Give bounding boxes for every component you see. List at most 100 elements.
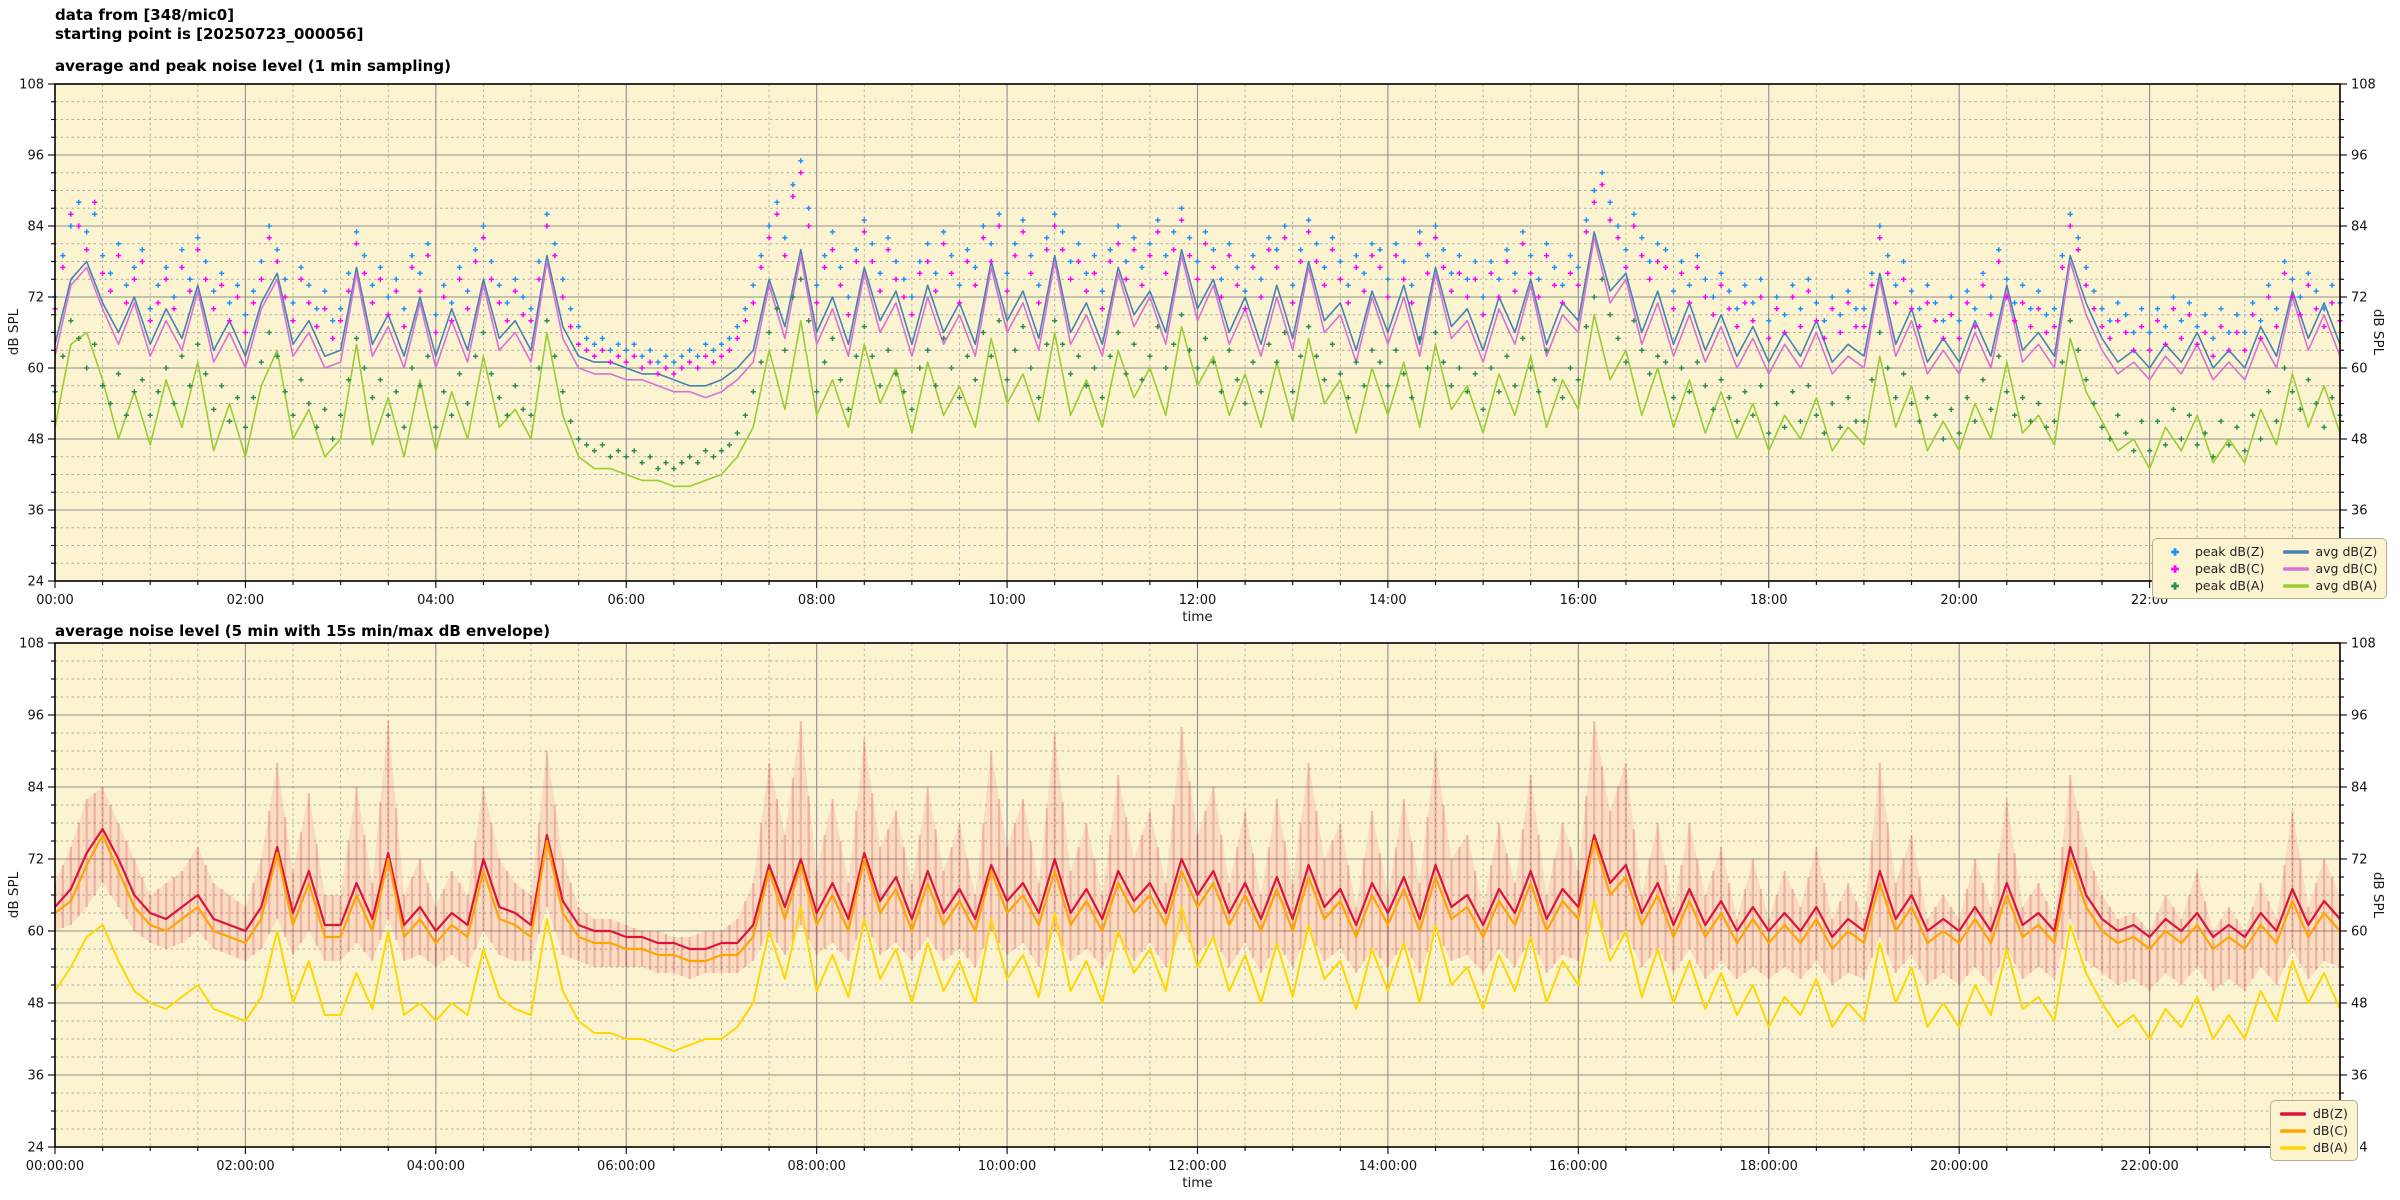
y-tick-label-right: 84 bbox=[2351, 220, 2368, 235]
series-line-avg-db-a- bbox=[54, 314, 2341, 488]
legend-item: peak dB(C) bbox=[2162, 560, 2265, 577]
header-line2: starting point is [20250723_000056] bbox=[55, 25, 364, 43]
x-tick-label: 12:00:00 bbox=[1168, 1159, 1226, 1174]
y-tick-label-left: 36 bbox=[27, 1069, 44, 1084]
x-tick-label: 20:00 bbox=[1940, 593, 1977, 608]
legend-label: avg dB(Z) bbox=[2315, 544, 2378, 559]
x-tick-label: 02:00:00 bbox=[216, 1159, 274, 1174]
y-tick-label-left: 48 bbox=[27, 433, 44, 448]
tick-labels: 00:00:00 02:00:00 04:00:00 06:00:00 08:00:00… bbox=[19, 637, 2376, 1175]
legend-line-swatch-icon bbox=[2282, 566, 2309, 571]
y-tick-label-right: 60 bbox=[2351, 925, 2368, 940]
legend-line-swatch-icon bbox=[2282, 583, 2309, 588]
y-tick-label-right: 36 bbox=[2351, 504, 2368, 519]
chart1-legend: peak dB(Z) avg dB(Z) peak dB(C) avg dB(C) pe… bbox=[2152, 538, 2388, 599]
y-tick-label-right: 72 bbox=[2351, 291, 2368, 306]
x-tick-label: 12:00 bbox=[1179, 593, 1216, 608]
legend-item: dB(Z) bbox=[2280, 1105, 2348, 1122]
legend-label: peak dB(A) bbox=[2195, 578, 2265, 593]
legend-item: avg dB(Z) bbox=[2282, 543, 2378, 560]
x-tick-label: 18:00 bbox=[1750, 593, 1787, 608]
legend-label: dB(C) bbox=[2313, 1123, 2348, 1138]
y-tick-label-left: 60 bbox=[27, 362, 44, 377]
x-tick-label: 14:00 bbox=[1369, 593, 1406, 608]
x-tick-label: 16:00:00 bbox=[1549, 1159, 1607, 1174]
y-tick-label-left: 108 bbox=[19, 78, 44, 93]
chart1-ylabel-right: dB SPL bbox=[2370, 308, 2386, 356]
x-tick-label: 08:00:00 bbox=[787, 1159, 845, 1174]
y-tick-label-left: 24 bbox=[27, 1141, 44, 1156]
x-tick-label: 22:00:00 bbox=[2120, 1159, 2178, 1174]
legend-item: dB(A) bbox=[2280, 1139, 2348, 1156]
y-tick-label-right: 48 bbox=[2351, 433, 2368, 448]
legend-item: avg dB(A) bbox=[2282, 577, 2378, 594]
legend-line-swatch-icon bbox=[2280, 1128, 2306, 1133]
legend-line-swatch-icon bbox=[2280, 1145, 2306, 1150]
x-tick-label: 16:00 bbox=[1560, 593, 1597, 608]
legend-label: avg dB(C) bbox=[2315, 561, 2378, 576]
chart1-ylabel-left: dB SPL bbox=[6, 308, 22, 356]
y-tick-label-right: 48 bbox=[2351, 997, 2368, 1012]
x-tick-label: 06:00 bbox=[608, 593, 645, 608]
legend-label: peak dB(Z) bbox=[2195, 544, 2265, 559]
y-tick-label-left: 84 bbox=[27, 781, 44, 796]
y-tick-label-left: 36 bbox=[27, 504, 44, 519]
legend-label: peak dB(C) bbox=[2195, 561, 2265, 576]
legend-label: dB(Z) bbox=[2313, 1106, 2348, 1121]
header-line1: data from [348/mic0] bbox=[55, 6, 235, 24]
chart2-ylabel-right: dB SPL bbox=[2370, 871, 2386, 919]
y-tick-label-right: 108 bbox=[2351, 78, 2376, 93]
legend-plus-marker-icon bbox=[2171, 581, 2179, 590]
legend-label: dB(A) bbox=[2313, 1140, 2348, 1155]
legend-line-swatch-icon bbox=[2282, 549, 2309, 554]
y-tick-label-right: 36 bbox=[2351, 1069, 2368, 1084]
y-tick-label-left: 24 bbox=[27, 575, 44, 590]
y-tick-label-left: 72 bbox=[27, 291, 44, 306]
y-tick-label-right: 108 bbox=[2351, 637, 2376, 652]
chart2-xlabel: time bbox=[1182, 1175, 1213, 1191]
chart2-ylabel-left: dB SPL bbox=[6, 871, 22, 919]
series-line-db-z- bbox=[54, 827, 2341, 951]
y-tick-label-left: 72 bbox=[27, 853, 44, 868]
x-tick-label: 02:00 bbox=[227, 593, 264, 608]
series-line-db-a- bbox=[54, 900, 2341, 1052]
x-tick-label: 08:00 bbox=[798, 593, 835, 608]
y-tick-label-left: 60 bbox=[27, 925, 44, 940]
x-tick-label: 20:00:00 bbox=[1930, 1159, 1988, 1174]
y-tick-label-left: 48 bbox=[27, 997, 44, 1012]
y-tick-label-right: 96 bbox=[2351, 709, 2368, 724]
x-tick-label: 10:00 bbox=[988, 593, 1025, 608]
series-line-db-c- bbox=[54, 833, 2341, 963]
legend-item: peak dB(A) bbox=[2162, 577, 2265, 594]
series-line-avg-db-c- bbox=[54, 237, 2341, 399]
chart2-title: average noise level (5 min with 15s min/… bbox=[55, 622, 551, 640]
figure-header: data from [348/mic0] starting point is [2… bbox=[55, 6, 363, 44]
axis-ticks bbox=[48, 83, 2347, 588]
envelope-band bbox=[55, 721, 2340, 991]
chart2-legend: dB(Z) dB(C) dB(A) bbox=[2270, 1100, 2358, 1161]
chart2-plot: 00:00:00 02:00:00 04:00:00 06:00:00 08:00:00… bbox=[19, 637, 2376, 1175]
legend-label: avg dB(A) bbox=[2315, 578, 2378, 593]
legend-line-swatch-icon bbox=[2280, 1111, 2306, 1116]
x-tick-label: 00:00:00 bbox=[26, 1159, 84, 1174]
y-tick-label-right: 60 bbox=[2351, 362, 2368, 377]
x-tick-label: 04:00:00 bbox=[407, 1159, 465, 1174]
y-tick-label-right: 96 bbox=[2351, 149, 2368, 164]
x-tick-label: 04:00 bbox=[417, 593, 454, 608]
y-tick-label-right: 84 bbox=[2351, 781, 2368, 796]
chart1-title: average and peak noise level (1 min samp… bbox=[55, 57, 451, 75]
x-tick-label: 10:00:00 bbox=[978, 1159, 1036, 1174]
major-grid bbox=[55, 643, 2340, 1147]
series-line-avg-db-z- bbox=[54, 231, 2341, 387]
y-tick-label-left: 108 bbox=[19, 637, 44, 652]
x-tick-label: 14:00:00 bbox=[1359, 1159, 1417, 1174]
x-tick-label: 18:00:00 bbox=[1740, 1159, 1798, 1174]
y-tick-label-left: 84 bbox=[27, 220, 44, 235]
legend-item: peak dB(Z) bbox=[2162, 543, 2265, 560]
chart1-plot: 00:00 02:00 04:00 06:00 08:00 10:00 12:00 14:00… bbox=[19, 78, 2376, 609]
y-tick-label-left: 96 bbox=[27, 149, 44, 164]
legend-plus-marker-icon bbox=[2171, 564, 2179, 573]
x-tick-label: 06:00:00 bbox=[597, 1159, 655, 1174]
